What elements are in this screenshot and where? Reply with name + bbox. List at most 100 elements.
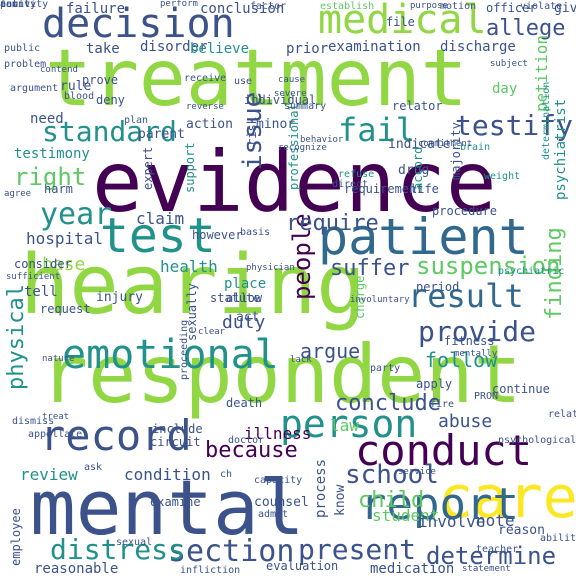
- word-physician: physician: [246, 263, 295, 273]
- word-need: need: [30, 111, 64, 127]
- word-duty: duty: [222, 312, 266, 333]
- word-distress: distress: [50, 533, 185, 566]
- word-result: result: [408, 277, 524, 315]
- word-psychiatrist: psychiatrist: [553, 98, 569, 200]
- word-appellate: appellate: [28, 429, 83, 440]
- word-allege: allege: [486, 16, 566, 41]
- word-brain: brain: [460, 142, 491, 153]
- word-conclusion: conclusion: [200, 1, 285, 17]
- word-purpose: purpose: [410, 1, 448, 11]
- word-blood: blood: [64, 91, 95, 102]
- word-sexual: sexual: [116, 537, 153, 548]
- word-present: present: [298, 533, 417, 566]
- word-life: life: [410, 182, 439, 196]
- word-determine: determine: [426, 542, 557, 570]
- word-medication: medication: [370, 561, 455, 576]
- word-severe: severe: [274, 89, 307, 99]
- word-death: death: [226, 396, 263, 410]
- word-treatment: treatment: [45, 34, 468, 124]
- word-factor: factor: [250, 1, 287, 12]
- word-behavior: behavior: [300, 135, 344, 145]
- word-capacity: capacity: [254, 475, 303, 486]
- word-decision: decision: [42, 1, 235, 47]
- word-individual: individual: [244, 93, 317, 107]
- word-weight: weight: [484, 171, 521, 182]
- word-give: give: [554, 1, 576, 16]
- word-illness: illness: [244, 424, 312, 443]
- word-patient: patient: [318, 208, 529, 266]
- word-file: file: [386, 15, 415, 29]
- word-conduct: conduct: [355, 426, 533, 475]
- word-contend: contend: [40, 65, 78, 75]
- word-summary: summary: [284, 101, 327, 112]
- word-ask: ask: [84, 462, 103, 473]
- word-accord: accord: [411, 146, 425, 190]
- word-ch: ch: [220, 469, 233, 480]
- word-family: family: [0, 0, 37, 10]
- word-reasonable: reasonable: [34, 561, 119, 576]
- word-fire: fire: [430, 399, 455, 410]
- word-admit: admit: [258, 509, 289, 520]
- word-place: place: [224, 276, 267, 292]
- word-treat: treat: [42, 412, 70, 422]
- word-school: school: [345, 460, 439, 490]
- word-allow: allow: [226, 291, 263, 305]
- word-recognize: recognize: [278, 143, 327, 153]
- word-condition: condition: [124, 465, 211, 484]
- word-dismiss: dismiss: [12, 416, 55, 427]
- word-request: request: [40, 302, 91, 316]
- word-health: health: [160, 257, 218, 276]
- word-infliction: infliction: [180, 565, 241, 576]
- word-abuse: abuse: [438, 411, 493, 432]
- word-apply: apply: [416, 377, 453, 391]
- word-service: service: [398, 467, 436, 477]
- word-rule: rule: [60, 79, 92, 94]
- word-take: take: [86, 41, 120, 57]
- word-discharge: discharge: [440, 39, 516, 55]
- word-note: note: [476, 511, 515, 530]
- word-include: include: [152, 422, 203, 436]
- word-action: action: [186, 117, 233, 132]
- word-person: person: [280, 402, 418, 446]
- word-activity: activity: [0, 0, 49, 10]
- word-mental: mental: [30, 463, 305, 552]
- word-evaluation: evaluation: [266, 559, 339, 573]
- word-direct: direct: [332, 179, 369, 190]
- word-respondent: respondent: [40, 328, 522, 421]
- word-report: report: [360, 479, 519, 530]
- word-student: student: [372, 506, 440, 525]
- word-failure: failure: [66, 1, 126, 17]
- word-hearing: hearing: [20, 238, 366, 333]
- word-employee: employee: [9, 508, 23, 566]
- word-fail: fail: [338, 111, 416, 149]
- word-suffer: suffer: [330, 256, 410, 281]
- word-relator: relator: [392, 99, 443, 113]
- word-circuit: circuit: [150, 435, 201, 449]
- word-consider: consider: [14, 257, 72, 271]
- word-injury: injury: [96, 290, 143, 305]
- word-base: base: [42, 254, 86, 275]
- word-public: public: [4, 43, 41, 54]
- word-require: require: [286, 211, 379, 236]
- word-establish: establish: [320, 1, 375, 12]
- word-use: use: [234, 76, 253, 87]
- word-follow: follow: [425, 348, 498, 372]
- word-determination: determination: [541, 81, 552, 160]
- word-process: process: [313, 458, 329, 518]
- word-ability: ability: [540, 533, 576, 544]
- word-nature: nature: [42, 354, 75, 364]
- word-requirement: requirement: [344, 182, 424, 196]
- word-argument: argument: [10, 83, 59, 94]
- word-psychiatric: psychiatric: [498, 266, 565, 277]
- word-child: child: [358, 488, 425, 513]
- word-testify: testify: [455, 109, 574, 142]
- word-claim: claim: [136, 209, 185, 228]
- word-doctor: doctor: [228, 435, 265, 446]
- word-procedure: procedure: [432, 204, 498, 218]
- word-know: know: [333, 484, 348, 516]
- word-right: right: [14, 163, 87, 191]
- word-commitment: commitment: [418, 139, 473, 149]
- word-violate: violate: [520, 1, 563, 12]
- word-involve: involve: [418, 512, 486, 531]
- word-expert: expert: [141, 146, 155, 190]
